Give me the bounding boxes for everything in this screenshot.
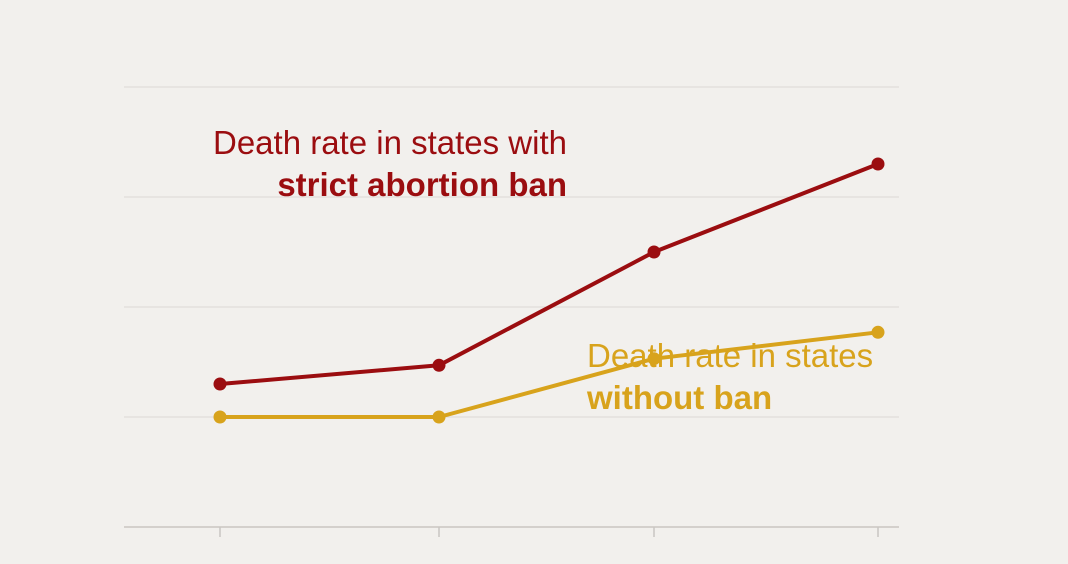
- no-ban-series-label-line1: Death rate in states: [587, 337, 873, 374]
- series-2-point-1: [213, 410, 227, 424]
- series-line-2: [218, 330, 880, 419]
- ban-series-label-line2: strict abortion ban: [277, 166, 567, 203]
- series-1-point-3: [647, 245, 661, 259]
- series-1-point-4: [871, 157, 885, 171]
- series-2-point-4: [871, 325, 885, 339]
- series-2-point-3: [647, 352, 661, 366]
- series-2-point-2: [432, 410, 446, 424]
- series-1-point-2: [432, 358, 446, 372]
- ban-series-label-line1: Death rate in states with: [213, 124, 567, 161]
- gridlines: [124, 86, 899, 418]
- x-axis-ticks: [219, 527, 879, 537]
- series-line-1: [218, 162, 880, 386]
- series-1-point-1: [213, 377, 227, 391]
- series-points: [213, 157, 885, 424]
- no-ban-series-label-line2: without ban: [586, 379, 772, 416]
- series-lines: [218, 162, 880, 419]
